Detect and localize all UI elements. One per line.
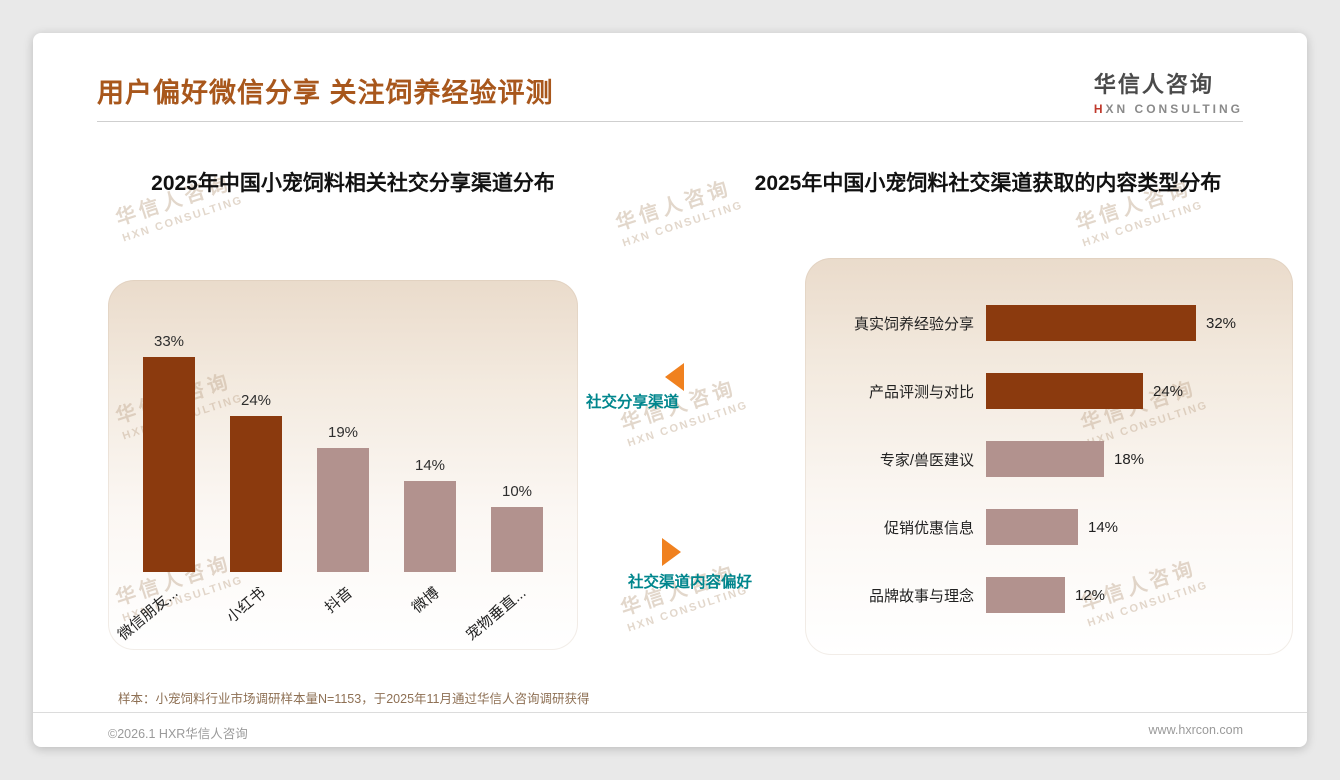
sample-note: 样本：小宠饲料行业市场调研样本量N=1153，于2025年11月通过华信人咨询调… [118,692,590,706]
watermark-en-text: HXN CONSULTING [621,199,745,250]
bar [986,305,1196,341]
footer-website: www.hxrcon.com [1148,723,1243,737]
bar-row: 专家/兽医建议 18% [831,441,1277,477]
left-pointer [665,363,684,391]
right-pointer-label: 社交渠道内容偏好 [628,574,753,591]
bar-value-label: 32% [1206,314,1237,332]
triangle-right-icon [662,538,681,566]
left-chart-title: 2025年中国小宠饲料相关社交分享渠道分布 [151,172,555,195]
bar [491,507,543,572]
bar [986,373,1143,409]
footer-divider [33,712,1307,713]
bar-value-label: 24% [240,392,272,409]
bar-category-label: 真实饲养经验分享 [853,315,974,333]
bar-value-label: 18% [1114,450,1145,468]
bar-row: 促销优惠信息 14% [831,509,1277,545]
footer-copyright: ©2026.1 HXR华信人咨询 [108,727,248,741]
vertical-bar-chart: 33% 微信朋友... 24% 小红书 19% 抖音 14% 微博 10% 宠物垂直... [115,333,560,644]
bar [317,448,369,572]
right-pointer [662,538,681,566]
bar [986,577,1065,613]
watermark-en-text: HXN CONSULTING [121,194,245,245]
right-chart-title: 2025年中国小宠饲料社交渠道获取的内容类型分布 [754,172,1222,195]
bar-group: 24% 小红书 [213,392,299,626]
slide-card: 华信人咨询 HXN CONSULTING 华信人咨询 HXN CONSULTING 华信… [33,33,1307,747]
bar-group: 33% 微信朋友... [115,333,212,644]
bar-value-label: 14% [414,457,446,474]
bar-value-label: 19% [327,424,359,441]
bar-category-label: 促销优惠信息 [883,519,974,537]
watermark-en-text: HXN CONSULTING [1081,199,1205,250]
bar-category-label: 专家/兽医建议 [879,451,974,469]
bar [143,357,195,572]
bar [230,416,282,572]
header-divider [97,121,1243,122]
bar-value-label: 10% [501,483,533,500]
bar-row: 品牌故事与理念 12% [831,577,1277,613]
brand-logo-en: HXN CONSULTING [1093,102,1243,116]
page-title: 用户偏好微信分享 关注饲养经验评测 [97,78,554,108]
bar-row: 真实饲养经验分享 32% [831,305,1277,341]
bar-value-label: 14% [1088,518,1119,536]
bar [404,481,456,572]
bar-category-label: 产品评测与对比 [868,383,974,401]
bar-value-label: 24% [1153,382,1184,400]
bar-group: 19% 抖音 [300,424,386,617]
bar-category-label: 品牌故事与理念 [868,587,974,605]
triangle-left-icon [665,363,684,391]
horizontal-bar-chart: 真实饲养经验分享 32% 产品评测与对比 24% 专家/兽医建议 18% 促销优惠信息 14%… [831,305,1277,645]
brand-logo-cn: 华信人咨询 [1093,72,1214,97]
bar-group: 14% 微博 [387,457,473,617]
bar-row: 产品评测与对比 24% [831,373,1277,409]
bar-group: 10% 宠物垂直... [463,483,560,644]
brand-logo: 华信人咨询 HXN CONSULTING [1094,67,1243,116]
bar-value-label: 12% [1075,586,1106,604]
bar [986,509,1078,545]
left-pointer-label: 社交分享渠道 [586,394,680,411]
bar [986,441,1104,477]
bar-value-label: 33% [153,333,185,350]
